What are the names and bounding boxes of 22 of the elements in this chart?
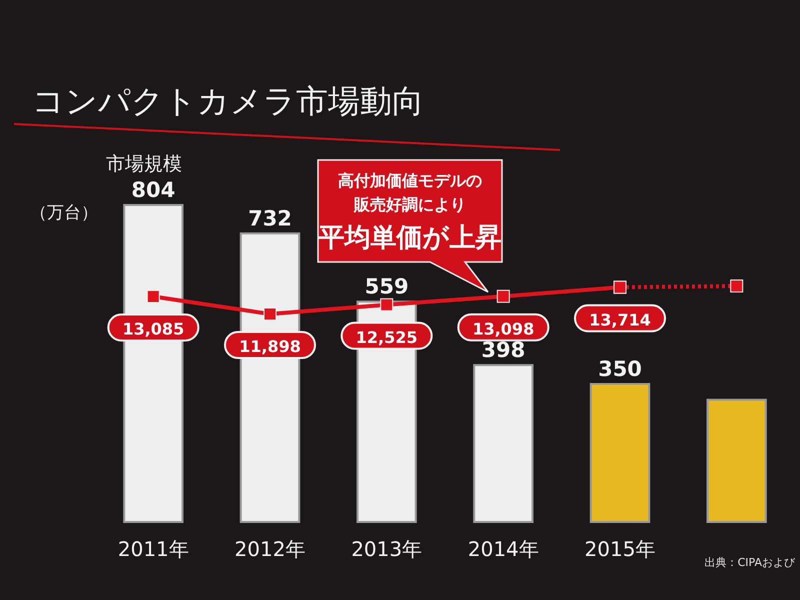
data-label: 13,085 bbox=[122, 320, 184, 339]
data-label: 13,714 bbox=[589, 310, 651, 330]
source-note: 出典：CIPAおよび bbox=[704, 556, 796, 569]
data-label: 12,525 bbox=[356, 328, 418, 347]
y-axis-title: 市場規模 bbox=[106, 153, 182, 175]
data-label: 804 bbox=[131, 178, 176, 202]
data-label: 350 bbox=[598, 357, 642, 382]
x-tick-label: 2015年 bbox=[584, 537, 656, 561]
x-tick-label: 2011年 bbox=[118, 537, 189, 561]
data-label: 13,098 bbox=[472, 319, 534, 338]
data-label: 11,898 bbox=[239, 337, 301, 356]
x-tick-label: 2013年 bbox=[351, 537, 422, 561]
x-tick-label: 2012年 bbox=[234, 537, 306, 561]
x-tick-label: 2014年 bbox=[468, 537, 539, 561]
data-label: 398 bbox=[481, 338, 526, 362]
text: 高付加価値モデルの bbox=[338, 171, 482, 190]
annotation: 販売好調により bbox=[353, 195, 466, 214]
annotation: （万台） bbox=[30, 203, 98, 223]
annotation: 平均単価が上昇 bbox=[318, 223, 502, 253]
chart-title: コンパクトカメラ市場動向 bbox=[32, 82, 424, 120]
data-label: 732 bbox=[248, 206, 292, 230]
data-label: 559 bbox=[364, 274, 409, 299]
